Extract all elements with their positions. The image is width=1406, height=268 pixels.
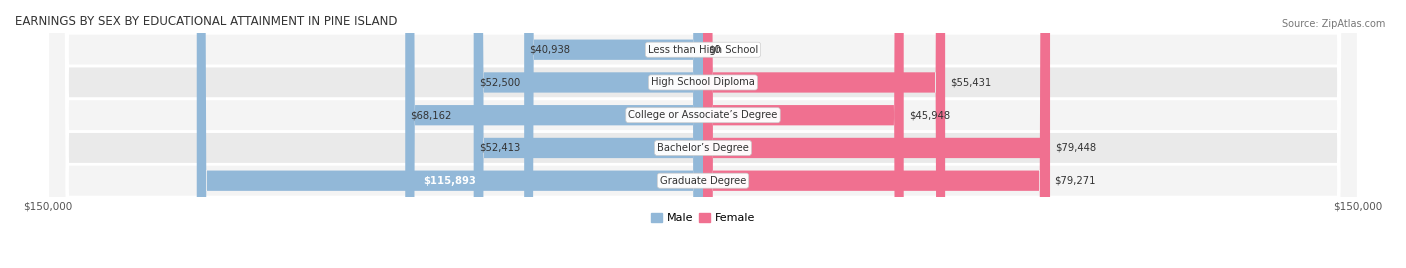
FancyBboxPatch shape [48, 0, 1358, 268]
Text: College or Associate’s Degree: College or Associate’s Degree [628, 110, 778, 120]
FancyBboxPatch shape [48, 0, 1358, 268]
FancyBboxPatch shape [703, 0, 1050, 268]
Text: $79,271: $79,271 [1054, 176, 1097, 186]
Text: $55,431: $55,431 [950, 77, 991, 87]
Text: $52,500: $52,500 [479, 77, 520, 87]
FancyBboxPatch shape [197, 0, 703, 268]
FancyBboxPatch shape [703, 0, 904, 268]
Text: Source: ZipAtlas.com: Source: ZipAtlas.com [1281, 19, 1385, 29]
Text: High School Diploma: High School Diploma [651, 77, 755, 87]
Text: $115,893: $115,893 [423, 176, 477, 186]
FancyBboxPatch shape [524, 0, 703, 268]
FancyBboxPatch shape [405, 0, 703, 268]
Text: $52,413: $52,413 [479, 143, 520, 153]
Text: $40,938: $40,938 [530, 45, 571, 55]
FancyBboxPatch shape [48, 0, 1358, 268]
FancyBboxPatch shape [48, 0, 1358, 268]
Text: Bachelor’s Degree: Bachelor’s Degree [657, 143, 749, 153]
FancyBboxPatch shape [474, 0, 703, 268]
Text: Graduate Degree: Graduate Degree [659, 176, 747, 186]
FancyBboxPatch shape [474, 0, 703, 268]
Legend: Male, Female: Male, Female [647, 209, 759, 228]
FancyBboxPatch shape [703, 0, 945, 268]
FancyBboxPatch shape [703, 0, 1049, 268]
FancyBboxPatch shape [48, 0, 1358, 268]
Text: Less than High School: Less than High School [648, 45, 758, 55]
Text: $0: $0 [709, 45, 721, 55]
Text: $79,448: $79,448 [1056, 143, 1097, 153]
Text: EARNINGS BY SEX BY EDUCATIONAL ATTAINMENT IN PINE ISLAND: EARNINGS BY SEX BY EDUCATIONAL ATTAINMEN… [15, 15, 398, 28]
Text: $68,162: $68,162 [411, 110, 451, 120]
Text: $45,948: $45,948 [908, 110, 950, 120]
